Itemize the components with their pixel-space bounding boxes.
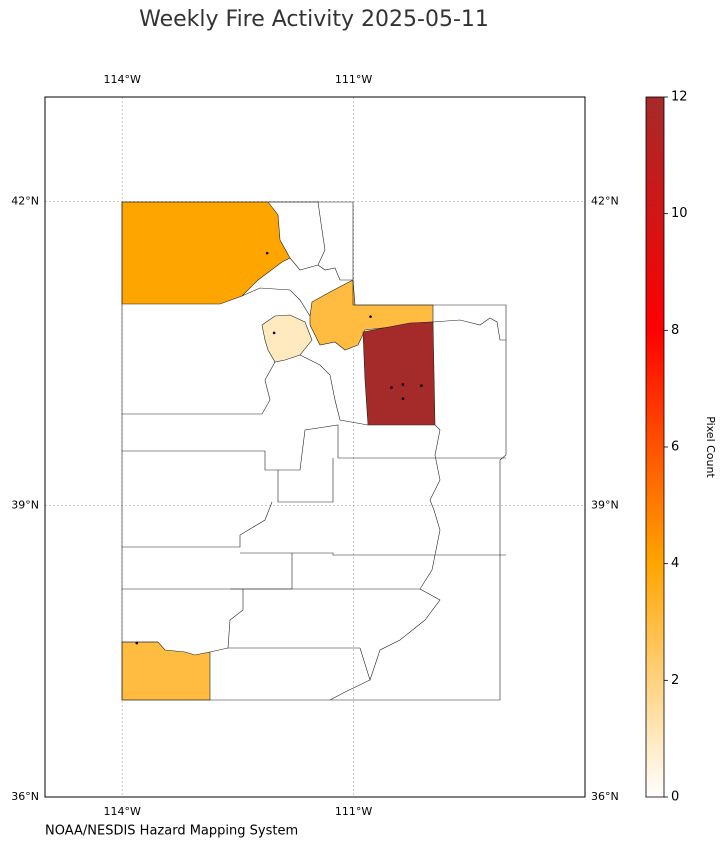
county-line (122, 553, 293, 590)
county-line (240, 552, 506, 556)
county-line (241, 287, 311, 317)
colorbar-tick-label: 2 (671, 673, 679, 688)
lon-label: 111°W (335, 73, 372, 86)
fire-points (135, 251, 423, 645)
lat-label: 39°N (11, 499, 39, 512)
lat-label: 39°N (591, 499, 619, 512)
fire-point (265, 251, 269, 255)
lon-label: 114°W (103, 805, 140, 818)
map-frame (44, 96, 586, 798)
lon-label: 114°W (103, 73, 140, 86)
county-line (429, 424, 441, 511)
map-title: Weekly Fire Activity 2025-05-11 (139, 7, 489, 32)
lat-label: 42°N (11, 195, 39, 208)
colorbar-label: Pixel Count (704, 416, 717, 478)
colorbar (645, 96, 665, 798)
county-fill (121, 641, 211, 701)
colorbar-tick-label: 10 (671, 206, 688, 221)
regions (121, 201, 436, 701)
county-fill (362, 321, 436, 426)
colorbar-tick-label: 6 (671, 440, 679, 455)
county-fill (309, 279, 434, 351)
county-line (209, 647, 229, 653)
county-line (329, 647, 371, 701)
county-line (299, 354, 369, 426)
county-line (289, 257, 319, 271)
colorbar-tick-label: 4 (671, 556, 679, 571)
axis-labels: 114°W 114°W 111°W 111°W 42°N 42°N 39°N 39°N 36°N… (11, 73, 618, 818)
county-line (122, 424, 506, 471)
lon-label: 111°W (335, 805, 372, 818)
colorbar-tick-label: 12 (671, 90, 688, 105)
fire-point (420, 384, 423, 387)
county-line (230, 509, 441, 590)
colorbar-tick-label: 8 (671, 323, 679, 338)
fire-point (390, 386, 393, 389)
fire-point (401, 397, 405, 400)
county-line (227, 589, 360, 649)
colorbar-tick-label: 0 (671, 790, 679, 805)
county-line (369, 588, 441, 681)
state-outline (121, 201, 507, 701)
county-fill (261, 314, 313, 363)
fire-point (272, 331, 276, 335)
lat-label: 36°N (591, 790, 619, 803)
lat-label: 42°N (591, 195, 619, 208)
fire-point (369, 315, 372, 318)
fire-point (135, 641, 139, 645)
county-fill (121, 201, 291, 305)
lat-label: 36°N (11, 790, 39, 803)
source-note: NOAA/NESDIS Hazard Mapping System (45, 824, 298, 839)
county-line (122, 361, 276, 415)
fire-point (401, 383, 405, 386)
county-lines (121, 201, 507, 701)
county-line (277, 458, 334, 503)
county-line (432, 317, 506, 341)
county-line (122, 501, 273, 548)
